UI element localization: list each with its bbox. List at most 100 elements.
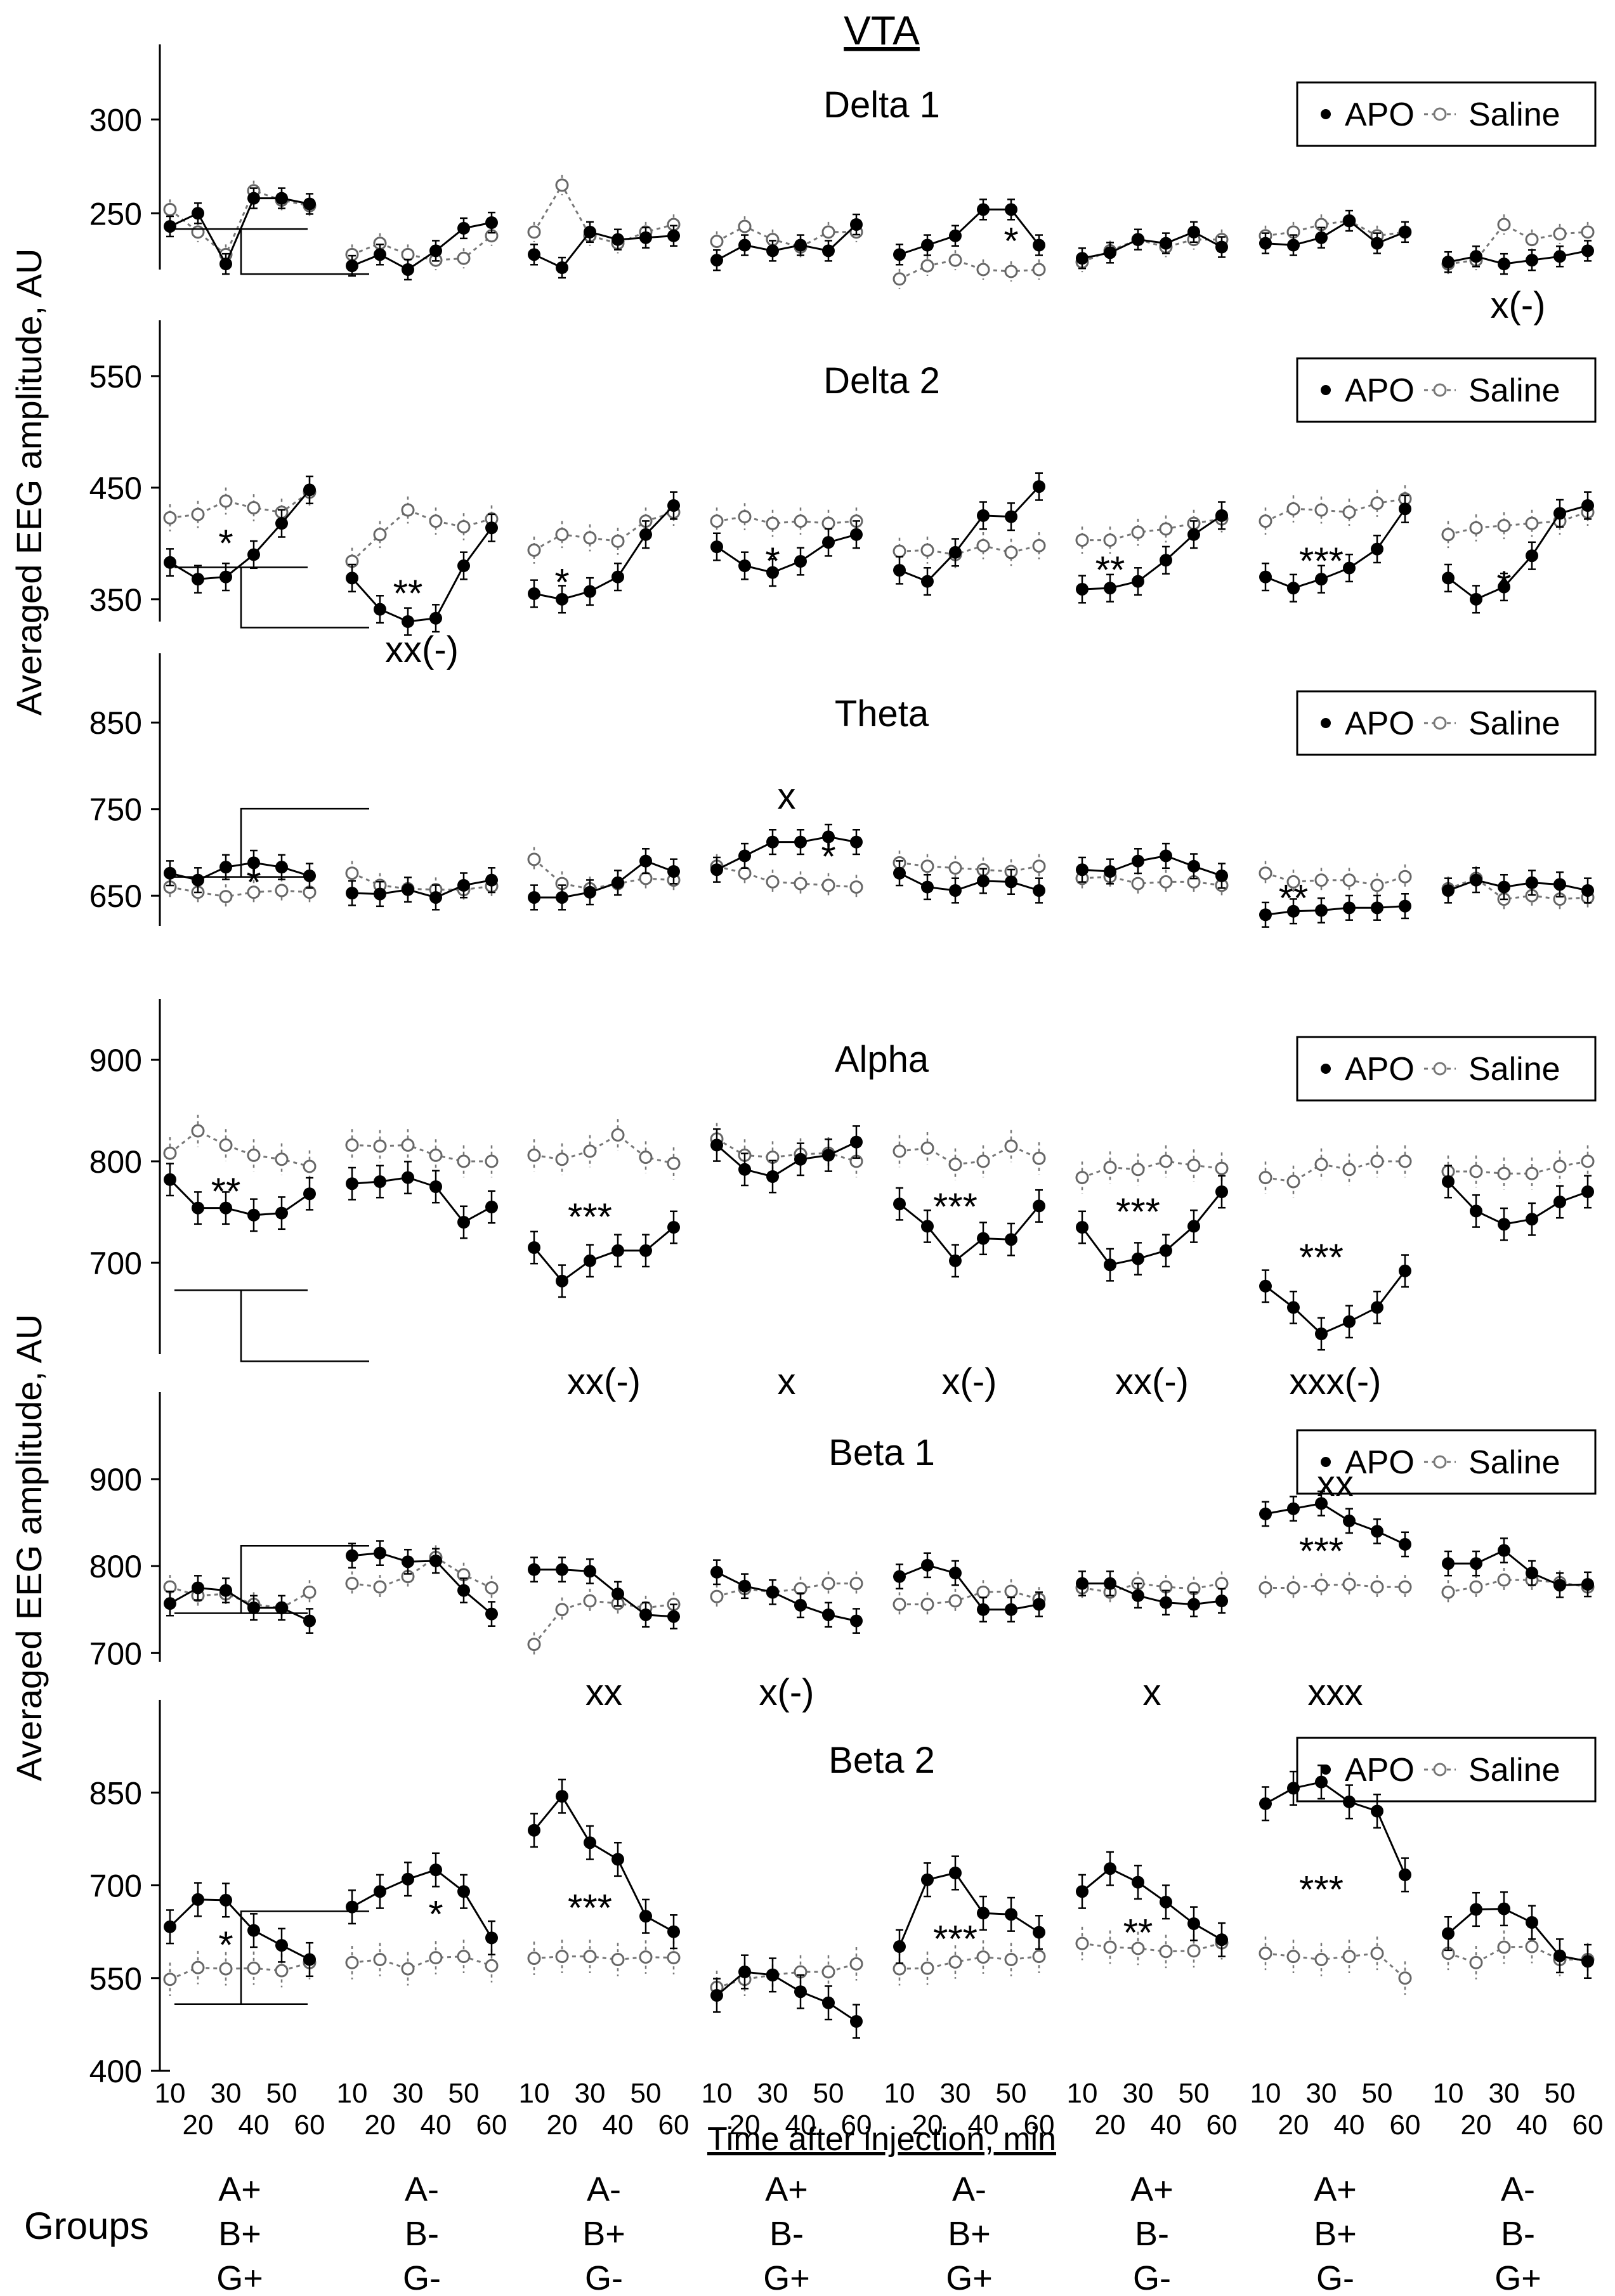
apo-point bbox=[528, 587, 540, 601]
apo-point bbox=[457, 221, 470, 235]
saline-series-line bbox=[716, 516, 857, 525]
apo-point bbox=[1470, 873, 1482, 887]
apo-point bbox=[1187, 1598, 1200, 1611]
legend-saline-label: Saline bbox=[1468, 1051, 1560, 1088]
group-significance-mark: xx bbox=[585, 1672, 622, 1713]
apo-point bbox=[1215, 509, 1228, 522]
apo-point bbox=[1033, 884, 1045, 897]
apo-point bbox=[1526, 1916, 1538, 1929]
x-tick-label: 60 bbox=[476, 2110, 507, 2141]
saline-point bbox=[849, 1957, 863, 1971]
apo-point bbox=[822, 1608, 835, 1621]
saline-point bbox=[219, 890, 233, 904]
apo-point bbox=[893, 1197, 906, 1211]
apo-point bbox=[1005, 1908, 1017, 1921]
saline-series-line bbox=[1082, 238, 1222, 263]
apo-point bbox=[584, 885, 596, 899]
x-tick-label: 30 bbox=[1306, 2078, 1337, 2109]
apo-point bbox=[1371, 237, 1383, 250]
apo-series-line bbox=[1448, 249, 1588, 265]
group-label: A- bbox=[405, 2170, 439, 2208]
apo-point bbox=[584, 1836, 596, 1849]
saline-point bbox=[1398, 870, 1412, 884]
significance-stars: * bbox=[821, 835, 835, 878]
group-label: G+ bbox=[763, 2259, 810, 2296]
apo-point bbox=[275, 1939, 288, 1952]
significance-stars: *** bbox=[1299, 540, 1344, 582]
saline-point bbox=[275, 1964, 289, 1978]
saline-point bbox=[1103, 1940, 1117, 1954]
saline-point bbox=[1370, 878, 1384, 892]
apo-point bbox=[402, 615, 414, 628]
saline-point bbox=[527, 852, 541, 866]
saline-series-line bbox=[351, 1955, 492, 1970]
saline-point bbox=[976, 1154, 990, 1168]
apo-point bbox=[528, 1823, 540, 1837]
apo-point bbox=[710, 863, 723, 877]
y-tick-label: 650 bbox=[89, 878, 142, 914]
apo-point bbox=[977, 203, 990, 216]
saline-series-line bbox=[1082, 875, 1222, 887]
saline-point bbox=[1004, 1139, 1018, 1153]
significance-stars: *** bbox=[1299, 1530, 1344, 1572]
y-tick-label: 850 bbox=[89, 1775, 142, 1811]
saline-series-line bbox=[1448, 877, 1588, 901]
saline-series-line bbox=[169, 1961, 310, 1981]
group-significance-mark: x(-) bbox=[942, 1361, 997, 1402]
x-axis-title: Time after injection, min bbox=[707, 2121, 1056, 2158]
saline-point bbox=[485, 1154, 499, 1168]
saline-point bbox=[1497, 1573, 1511, 1587]
panels: 250 300 Delta 1 APO Saline * x(-) 350 450 550 Delt… bbox=[89, 44, 1603, 2141]
apo-point bbox=[1259, 1507, 1272, 1520]
saline-point bbox=[948, 253, 962, 267]
apo-point bbox=[1581, 244, 1594, 258]
panel-title: Beta 2 bbox=[828, 1740, 935, 1781]
apo-point bbox=[1371, 1804, 1383, 1818]
x-tick-label: 30 bbox=[757, 2078, 788, 2109]
apo-point bbox=[247, 1924, 260, 1937]
saline-point bbox=[1159, 875, 1173, 889]
legend-saline-marker bbox=[1433, 107, 1447, 121]
saline-point bbox=[303, 1585, 317, 1599]
apo-point bbox=[710, 1989, 723, 2002]
saline-point bbox=[555, 1950, 569, 1964]
saline-point bbox=[920, 1598, 934, 1612]
significance-stars: ** bbox=[211, 1170, 241, 1213]
saline-point bbox=[1469, 1164, 1483, 1178]
saline-series-line bbox=[1265, 1952, 1406, 1979]
apo-point bbox=[485, 1201, 498, 1213]
saline-point bbox=[976, 1585, 990, 1599]
apo-point bbox=[738, 1966, 751, 1978]
apo-point bbox=[1187, 1917, 1200, 1930]
x-tick-label: 10 bbox=[1433, 2078, 1464, 2109]
saline-series-line bbox=[533, 1955, 674, 1961]
saline-point bbox=[920, 543, 934, 557]
apo-point bbox=[921, 1873, 934, 1886]
saline-point bbox=[1131, 1941, 1145, 1955]
apo-point bbox=[1526, 1567, 1538, 1580]
y-tick-label: 300 bbox=[89, 102, 142, 138]
saline-point bbox=[1581, 225, 1595, 239]
apo-point bbox=[639, 1910, 652, 1923]
saline-point bbox=[401, 1962, 415, 1976]
apo-point bbox=[219, 1893, 232, 1907]
saline-point bbox=[893, 544, 906, 558]
group-significance-mark: xxx bbox=[1308, 1672, 1363, 1713]
apo-point bbox=[667, 1610, 680, 1623]
saline-point bbox=[821, 225, 835, 239]
saline-point bbox=[1342, 1950, 1356, 1964]
apo-point bbox=[1553, 507, 1566, 520]
x-tick-label: 40 bbox=[239, 2110, 270, 2141]
saline-point bbox=[555, 1152, 569, 1166]
apo-point bbox=[710, 540, 723, 554]
apo-series-line bbox=[899, 872, 1040, 892]
saline-point bbox=[583, 1950, 597, 1964]
saline-point bbox=[667, 1951, 681, 1965]
apo-point bbox=[667, 1925, 680, 1938]
group-significance-mark: xx(-) bbox=[385, 629, 459, 670]
apo-point bbox=[850, 835, 863, 849]
saline-point bbox=[821, 1577, 835, 1591]
y-tick-label: 900 bbox=[89, 1043, 142, 1078]
